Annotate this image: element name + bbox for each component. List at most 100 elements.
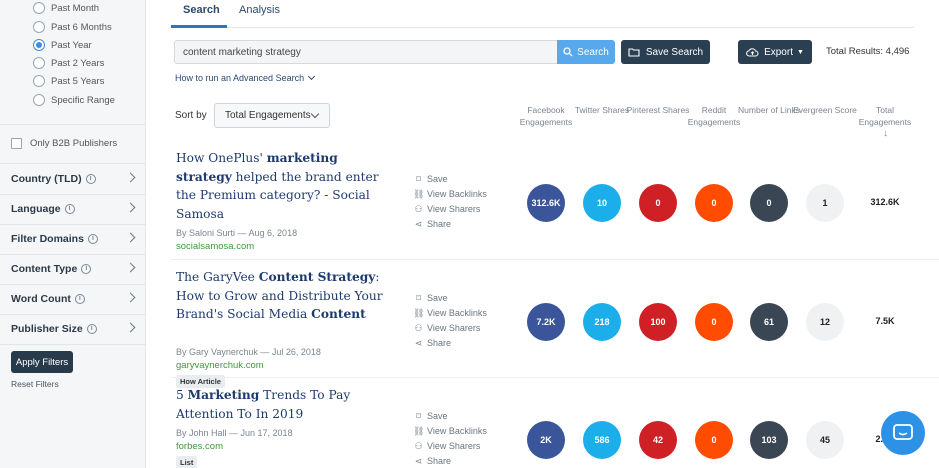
advanced-search-link[interactable]: How to run an Advanced Search (175, 72, 316, 83)
date-range-option[interactable]: Past 6 Months (33, 19, 112, 35)
info-icon[interactable]: i (74, 294, 85, 304)
info-icon[interactable]: i (81, 264, 92, 274)
filter-row[interactable]: Filter Domains i (0, 224, 146, 254)
b2b-checkbox[interactable] (11, 138, 22, 149)
result-title-part: Trends To Pay Attention To In 2019 (176, 388, 351, 421)
radio-button[interactable] (33, 21, 45, 33)
backlinks-action[interactable]: ⛓ View Backlinks (413, 306, 487, 320)
result-title-link[interactable]: 5 Marketing Trends To Pay Attention To I… (176, 386, 390, 423)
reset-filters-link[interactable]: Reset Filters (11, 379, 59, 389)
tab-analysis[interactable]: Analysis (239, 4, 280, 16)
result-domain-link[interactable]: socialsamosa.com (176, 241, 255, 252)
sort-label: Sort by (175, 110, 207, 121)
date-range-option[interactable]: Past Month (33, 0, 99, 16)
reddit-bubble: 0 (695, 184, 733, 222)
twitter-bubble: 10 (583, 184, 621, 222)
date-range-option[interactable]: Specific Range (33, 92, 115, 108)
chat-widget-button[interactable] (881, 411, 925, 455)
export-label: Export (764, 46, 793, 58)
column-header[interactable]: Reddit Engagements (687, 105, 741, 127)
date-range-option[interactable]: Past Year (33, 37, 92, 53)
sharers-action[interactable]: ⚇ View Sharers (413, 202, 480, 216)
filter-sidebar: Past Month Past 6 Months Past Year Past 2 Y… (0, 0, 146, 468)
link-icon: ⛓ (413, 425, 425, 436)
filter-label: Word Count (11, 293, 71, 305)
save-action-label: Save (427, 411, 448, 421)
column-header[interactable]: Facebook Engagements (519, 105, 573, 127)
date-range-option[interactable]: Past 5 Years (33, 73, 104, 89)
save-action-label: Save (427, 293, 448, 303)
save-action-label: Save (427, 174, 448, 184)
sidebar-divider (0, 344, 146, 345)
radio-button[interactable] (33, 39, 45, 51)
pinterest-bubble: 42 (639, 421, 677, 459)
chevron-right-icon (125, 262, 136, 273)
share-action[interactable]: ⋖ Share (413, 454, 451, 468)
sidebar-divider (0, 163, 146, 164)
filter-row[interactable]: Country (TLD) i (0, 164, 146, 194)
user-icon: ⚇ (414, 322, 423, 333)
save-action[interactable]: ⌑ Save (413, 291, 448, 305)
sort-select[interactable]: Total Engagements (214, 103, 330, 128)
date-range-option[interactable]: Past 2 Years (33, 55, 104, 71)
column-header[interactable]: Pinterest Shares (626, 105, 690, 115)
result-title-part: Content Strategy (258, 270, 376, 284)
facebook-bubble: 2K (527, 421, 565, 459)
share-icon: ⋖ (414, 455, 423, 466)
radio-button[interactable] (33, 94, 45, 106)
filter-row[interactable]: Word Count i (0, 284, 146, 314)
radio-button[interactable] (33, 2, 45, 14)
column-header[interactable]: Twitter Shares (574, 105, 630, 115)
export-button[interactable]: Export ▼ (738, 40, 812, 64)
result-title-link[interactable]: The GaryVee Content Strategy: How to Gro… (176, 268, 390, 324)
sharers-action[interactable]: ⚇ View Sharers (413, 321, 480, 335)
column-header[interactable]: Number of Links (738, 105, 800, 115)
info-icon[interactable]: i (87, 234, 98, 244)
date-range-label: Past 6 Months (51, 21, 112, 33)
result-title-part: How OnePlus' (176, 151, 267, 165)
share-icon: ⋖ (414, 337, 423, 348)
reddit-bubble: 0 (695, 303, 733, 341)
link-icon: ⛓ (413, 307, 425, 318)
info-icon[interactable]: i (86, 324, 97, 334)
search-button[interactable]: Search (557, 40, 615, 64)
sort-descending-icon[interactable]: ↓ (883, 128, 888, 139)
save-action[interactable]: ⌑ Save (413, 172, 448, 186)
share-action[interactable]: ⋖ Share (413, 336, 451, 350)
column-header[interactable]: Total Engagements (858, 105, 912, 127)
search-input[interactable]: content marketing strategy (174, 40, 557, 64)
backlinks-action-label: View Backlinks (427, 189, 487, 199)
backlinks-action[interactable]: ⛓ View Backlinks (413, 424, 487, 438)
info-icon[interactable]: i (64, 204, 75, 214)
backlinks-action[interactable]: ⛓ View Backlinks (413, 187, 487, 201)
apply-filters-button[interactable]: Apply Filters (11, 351, 73, 373)
filter-row[interactable]: Publisher Size i (0, 314, 146, 344)
chevron-right-icon (125, 292, 136, 303)
save-action[interactable]: ⌑ Save (413, 409, 448, 423)
result-domain-link[interactable]: forbes.com (176, 441, 223, 452)
b2b-checkbox-row[interactable]: Only B2B Publishers (11, 138, 117, 149)
filter-row[interactable]: Content Type i (0, 254, 146, 284)
sharers-action[interactable]: ⚇ View Sharers (413, 439, 480, 453)
filter-label: Country (TLD) (11, 173, 82, 185)
result-byline: By Saloni Surti — Aug 6, 2018 (176, 228, 298, 238)
result-title-part: : How to Grow and Distribute Your Brand'… (176, 270, 383, 321)
result-title-link[interactable]: How OnePlus' marketing strategy helped t… (176, 149, 390, 223)
result-domain-link[interactable]: garyvaynerchuk.com (176, 360, 264, 371)
filter-row[interactable]: Language i (0, 194, 146, 224)
column-header[interactable]: Evergreen Score (793, 105, 857, 115)
info-icon[interactable]: i (85, 174, 96, 184)
chevron-down-icon (308, 72, 316, 81)
chat-icon (893, 424, 913, 440)
radio-button[interactable] (33, 57, 45, 69)
radio-button[interactable] (33, 75, 45, 87)
evergreen-bubble: 1 (806, 184, 844, 222)
twitter-bubble: 586 (583, 421, 621, 459)
sharers-action-label: View Sharers (427, 323, 481, 333)
content-type-tag: List (176, 456, 198, 468)
tab-search[interactable]: Search (183, 4, 220, 16)
save-search-button[interactable]: Save Search (621, 40, 710, 64)
share-action[interactable]: ⋖ Share (413, 217, 451, 231)
links-bubble: 103 (750, 421, 788, 459)
evergreen-bubble: 45 (806, 421, 844, 459)
